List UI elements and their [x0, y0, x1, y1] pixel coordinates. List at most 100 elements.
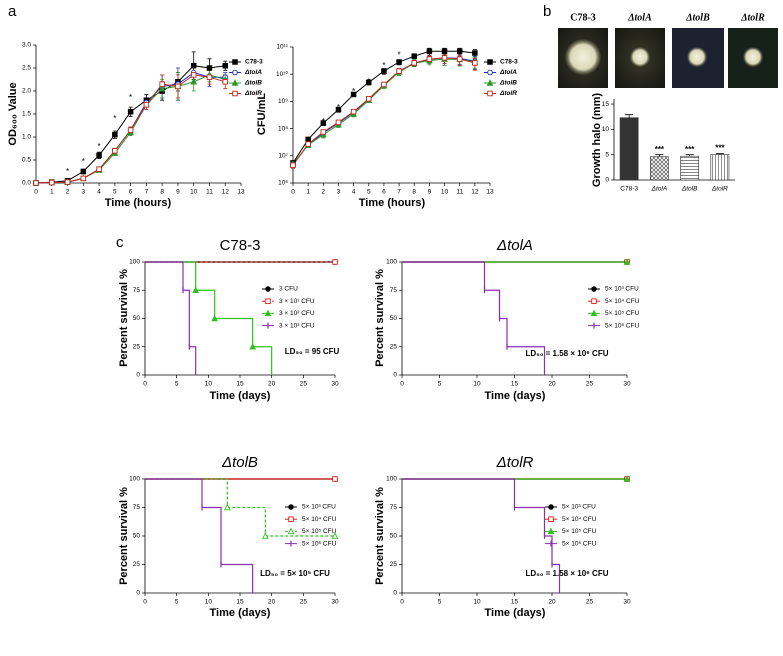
data-point	[112, 148, 118, 154]
significance-mark: ***	[715, 144, 725, 153]
data-point	[80, 168, 87, 175]
survival-step	[214, 317, 254, 347]
data-point	[80, 175, 87, 182]
legend-label: 5× 10⁵ CFU	[562, 528, 597, 535]
legend-label: 5× 10⁶ CFU	[605, 322, 640, 329]
survival-step	[227, 506, 266, 536]
x-tick-label: 0	[34, 189, 38, 196]
legend-label: 3 × 10³ CFU	[279, 322, 315, 329]
chart: 0 25 50 75 100 0 5 10 15 20 25 30 Time (days) Percent…	[374, 237, 640, 402]
x-tick-label: 30	[623, 599, 631, 606]
survival-step	[402, 478, 516, 508]
y-tick-label: 0	[136, 372, 140, 379]
significance-mark: *	[82, 157, 85, 166]
legend-marker	[487, 69, 493, 76]
y-tick-label: 10⁶	[278, 180, 288, 187]
data-point	[112, 131, 118, 138]
survival-step	[183, 289, 190, 347]
data-point	[127, 127, 134, 133]
significance-mark: ***	[655, 145, 665, 154]
survival-step	[202, 506, 222, 565]
y-tick-label: 0	[393, 372, 397, 379]
x-tick-label: 6	[129, 189, 133, 196]
legend-marker	[548, 504, 554, 510]
image-label: ΔtolA	[627, 12, 652, 23]
censor-mark	[331, 532, 339, 539]
legend-marker	[547, 527, 555, 535]
bar	[649, 156, 669, 181]
data-point	[441, 48, 448, 54]
x-tick-label: 5	[438, 599, 442, 606]
data-point	[472, 60, 478, 66]
x-tick-label: 9	[176, 189, 180, 196]
data-point	[456, 56, 463, 62]
legend-label: C78-3	[500, 59, 518, 66]
legend-marker	[288, 516, 294, 522]
x-tick-label: ΔtolA	[651, 186, 668, 193]
error-bar	[655, 154, 664, 157]
x-tick-label: 8	[412, 189, 416, 196]
x-tick-label: 15	[236, 381, 244, 388]
significance-mark: *	[98, 142, 101, 151]
data-point	[127, 108, 134, 115]
ld50-label: LD₅₀ = 1.58 × 10⁶ CFU	[526, 349, 609, 358]
x-tick-label: 4	[352, 189, 356, 196]
y-tick-label: 0.0	[22, 180, 31, 187]
x-tick-label: 25	[300, 599, 308, 606]
data-point	[49, 179, 55, 186]
legend-marker	[548, 516, 554, 522]
colony-images	[558, 28, 778, 88]
data-point	[396, 59, 402, 65]
data-point	[96, 166, 102, 172]
legend-marker	[232, 59, 238, 65]
x-tick-label: 0	[291, 189, 295, 196]
x-tick-label: 8	[160, 189, 164, 196]
y-tick-label: 50	[133, 533, 141, 540]
data-point	[222, 79, 228, 85]
y-tick-label: 25	[390, 561, 398, 568]
x-tick-label: 0	[400, 599, 404, 606]
censor-mark	[623, 475, 631, 482]
x-tick-label: C78-3	[620, 186, 638, 193]
x-tick-label: 0	[400, 381, 404, 388]
data-point	[290, 162, 296, 168]
x-tick-label: 9	[428, 189, 432, 196]
data-point	[381, 81, 387, 88]
x-tick-label: 25	[300, 381, 308, 388]
legend-label: 5× 10⁶ CFU	[302, 540, 337, 547]
error-bar	[625, 114, 634, 118]
x-tick-label: 10	[473, 599, 481, 606]
x-tick-label: 30	[623, 381, 631, 388]
data-point	[441, 55, 448, 61]
x-tick-label: 4	[97, 189, 101, 196]
data-point	[320, 120, 327, 126]
legend-label: 5× 10³ CFU	[302, 504, 336, 511]
legend-marker	[591, 286, 597, 292]
legend-label: ΔtolR	[244, 90, 262, 97]
y-tick-label: 3.0	[22, 42, 31, 49]
censor-mark	[249, 342, 257, 350]
x-axis-label: Time (days)	[485, 607, 546, 619]
survival-step	[145, 261, 184, 291]
legend-marker	[288, 504, 294, 510]
data-point	[96, 152, 102, 159]
y-tick-label: 75	[390, 504, 398, 511]
image-label: C78-3	[570, 12, 596, 23]
chart-title: ΔtolA	[496, 237, 533, 254]
panel-label: a	[8, 3, 17, 20]
data-point	[158, 84, 166, 92]
survival-step	[552, 563, 561, 593]
y-tick-label: 100	[129, 476, 140, 483]
x-tick-label: 3	[81, 189, 85, 196]
image-label: ΔtolR	[740, 12, 765, 23]
legend-label: 5× 10⁴ CFU	[302, 516, 337, 523]
x-tick-label: 5	[175, 381, 179, 388]
data-point	[396, 68, 402, 74]
legend-label: 5× 10³ CFU	[605, 286, 639, 293]
data-point	[206, 74, 213, 80]
bar	[710, 154, 730, 181]
x-tick-label: ΔtolB	[681, 186, 698, 193]
data-point	[222, 62, 228, 69]
survival-step	[252, 346, 273, 375]
legend-label: 3 CFU	[279, 286, 298, 293]
